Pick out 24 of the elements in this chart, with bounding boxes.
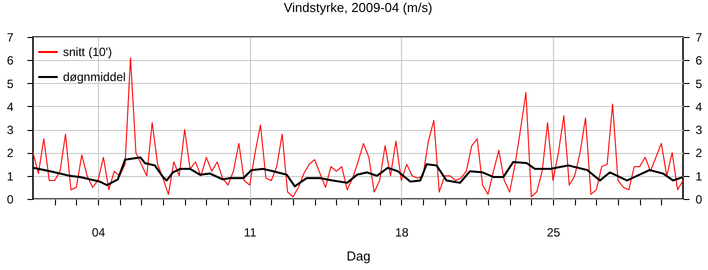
x-tick-label: 11 [244, 226, 257, 240]
y-tick-label: 6 [6, 54, 14, 68]
y2-tick-label: 6 [696, 54, 702, 68]
y-tick-label: 5 [6, 76, 14, 91]
legend-label: snitt (10') [63, 45, 112, 59]
y-tick-label: 4 [6, 100, 14, 114]
x-tick-label: 25 [546, 226, 560, 240]
y2-tick-label: 1 [696, 169, 702, 184]
y2-tick-label: 2 [696, 146, 702, 160]
x-axis-title: Dag [346, 248, 370, 264]
y2-tick-label: 0 [696, 192, 702, 206]
y-tick-label: 1 [6, 169, 14, 184]
y-tick-label: 2 [6, 146, 14, 160]
legend-label: døgnmiddel [63, 70, 126, 84]
y2-tick-label: 5 [696, 76, 702, 91]
chart-title: Vindstyrke, 2009-04 (m/s) [284, 0, 432, 15]
y2-tick-label: 4 [696, 100, 702, 114]
x-tick-label: 04 [92, 226, 106, 240]
y-tick-label: 3 [6, 123, 14, 138]
y-tick-label: 0 [6, 192, 14, 206]
y2-tick-label: 7 [696, 30, 702, 44]
y-tick-label: 7 [6, 30, 14, 44]
y2-tick-label: 3 [696, 123, 702, 138]
x-tick-label: 18 [395, 226, 409, 240]
